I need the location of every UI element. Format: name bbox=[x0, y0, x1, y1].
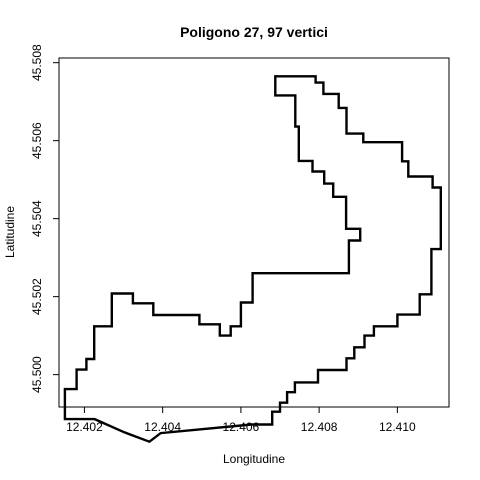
chart-title: Poligono 27, 97 vertici bbox=[180, 24, 328, 40]
y-tick-label: 45.502 bbox=[30, 278, 44, 315]
y-axis-label: Latitudine bbox=[3, 206, 17, 258]
y-tick-label: 45.508 bbox=[30, 44, 44, 81]
x-tick-label: 12.408 bbox=[301, 420, 338, 434]
y-tick-label: 45.500 bbox=[30, 356, 44, 393]
plot-frame bbox=[58, 57, 450, 408]
polygon-outline bbox=[63, 75, 442, 444]
x-axis: 12.402 12.404 12.406 12.408 12.410 bbox=[66, 407, 416, 434]
x-tick-label: 12.404 bbox=[144, 420, 181, 434]
x-tick-label: 12.402 bbox=[66, 420, 103, 434]
y-tick-label: 45.506 bbox=[30, 122, 44, 159]
series-layer bbox=[63, 75, 442, 444]
y-tick-label: 45.504 bbox=[30, 200, 44, 237]
x-tick-label: 12.410 bbox=[379, 420, 416, 434]
x-axis-label: Longitudine bbox=[223, 452, 285, 466]
y-axis: 45.500 45.502 45.504 45.506 45.508 bbox=[30, 44, 59, 393]
